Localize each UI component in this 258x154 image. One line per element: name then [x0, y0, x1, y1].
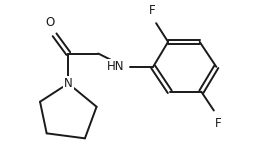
Text: O: O	[45, 16, 55, 29]
Text: F: F	[215, 117, 221, 130]
Text: N: N	[64, 77, 73, 90]
Text: F: F	[149, 4, 155, 17]
Text: HN: HN	[107, 60, 125, 73]
